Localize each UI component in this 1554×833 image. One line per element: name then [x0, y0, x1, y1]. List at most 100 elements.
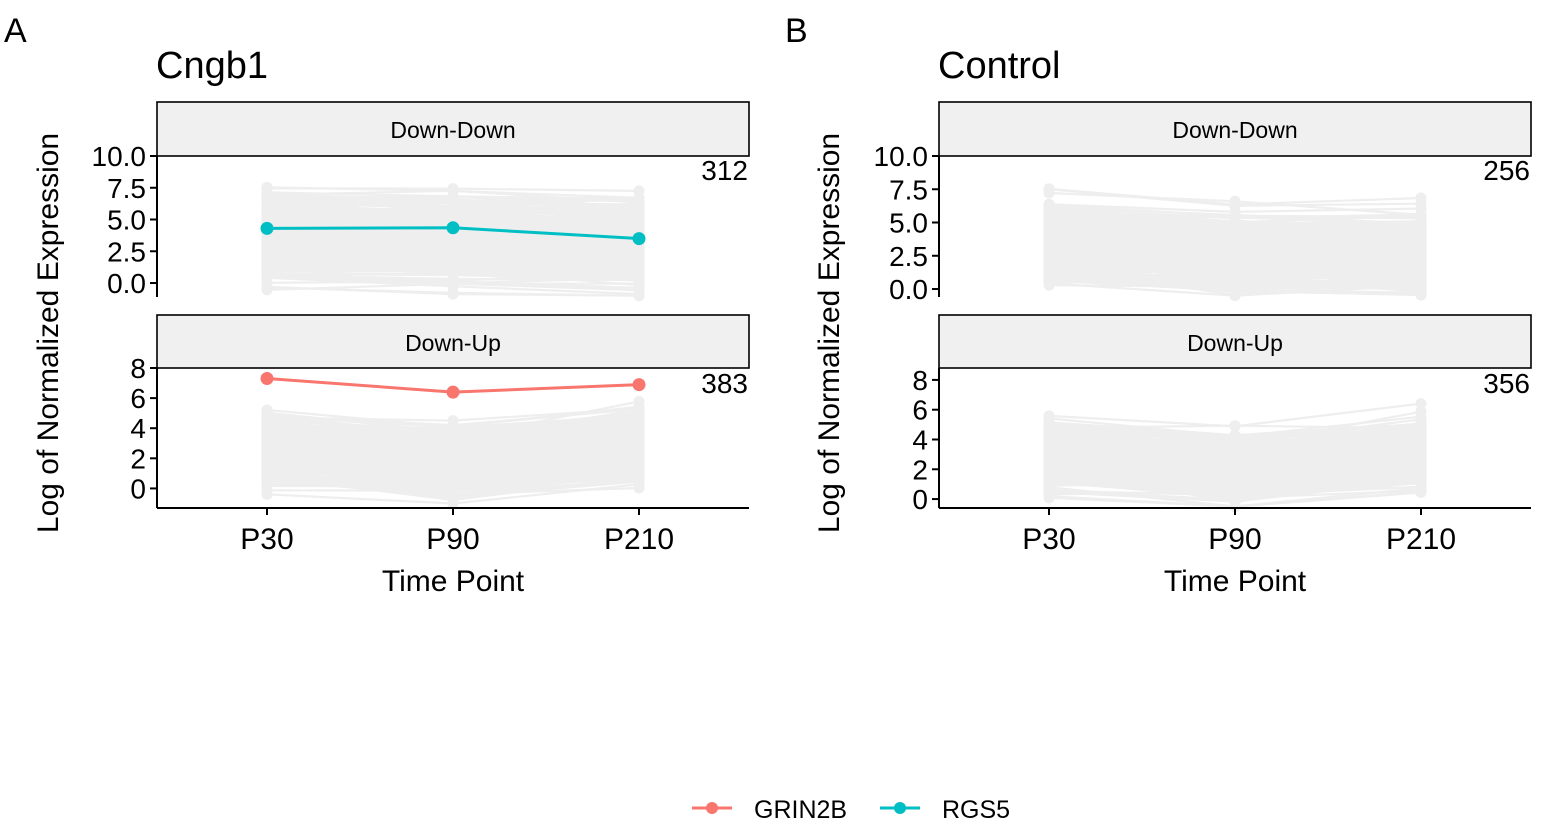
background-gene-point [447, 261, 459, 273]
background-gene-point [633, 438, 645, 450]
background-gene-point [261, 233, 273, 245]
background-gene-point [447, 243, 459, 255]
background-gene-point [633, 256, 645, 267]
background-gene-line [266, 246, 640, 265]
background-gene-point [633, 253, 645, 265]
background-gene-point [633, 208, 645, 220]
background-gene-point [633, 253, 645, 265]
background-gene-point [1043, 249, 1055, 261]
background-gene-point [261, 427, 273, 439]
background-gene-point [633, 262, 645, 274]
series-point-rgs5 [632, 232, 646, 246]
panel-title-b: Control [938, 45, 1061, 87]
background-gene-point [447, 231, 459, 243]
background-gene-point [633, 459, 645, 471]
background-gene-point [633, 222, 645, 234]
background-gene-line [266, 259, 640, 277]
background-gene-point [261, 409, 273, 421]
background-gene-point [633, 444, 645, 456]
background-gene-point [633, 200, 645, 212]
background-gene-point [261, 258, 273, 270]
background-gene-line [266, 259, 640, 276]
background-gene-point [633, 215, 645, 226]
background-gene-line [266, 234, 640, 252]
background-gene-point [447, 207, 459, 219]
background-gene-point [633, 251, 645, 263]
background-gene-point [633, 260, 645, 272]
background-gene-point [633, 438, 645, 450]
background-gene-line [266, 251, 640, 260]
background-gene-point [447, 257, 459, 269]
background-gene-point [447, 446, 459, 458]
background-gene-point [447, 475, 459, 487]
background-gene-point [633, 433, 645, 445]
background-gene-line [266, 243, 640, 261]
background-gene-point [633, 460, 645, 472]
background-gene-point [447, 209, 459, 221]
background-gene-point [633, 242, 645, 254]
y-axis-label-b: Log of Normalized Expression [813, 133, 846, 533]
background-gene-point [633, 206, 645, 218]
background-gene-line [266, 276, 640, 296]
background-gene-point [261, 245, 273, 257]
background-gene-point [633, 430, 645, 442]
background-gene-line [266, 246, 640, 257]
background-gene-point [447, 255, 459, 267]
background-gene-point [1415, 198, 1427, 210]
background-gene-point [633, 427, 645, 439]
background-gene-point [447, 263, 459, 274]
background-gene-point [633, 275, 645, 286]
background-gene-line [266, 434, 640, 457]
background-gene-line [266, 210, 640, 223]
background-gene-point [447, 451, 459, 463]
background-gene-line [266, 242, 640, 260]
background-gene-point [261, 261, 273, 273]
background-gene-point [447, 245, 459, 257]
background-gene-point [447, 261, 459, 273]
background-gene-point [447, 430, 459, 442]
background-gene-point [447, 208, 459, 220]
background-gene-point [633, 461, 645, 473]
background-gene-point [261, 210, 273, 222]
background-gene-point [261, 235, 273, 247]
background-gene-point [447, 197, 459, 209]
background-gene-point [261, 452, 273, 464]
background-gene-point [633, 195, 645, 207]
background-gene-point [261, 463, 273, 475]
background-gene-point [261, 194, 273, 206]
background-gene-point [633, 462, 645, 474]
background-gene-point [633, 203, 645, 215]
background-gene-line [266, 268, 640, 287]
background-gene-point [261, 244, 273, 255]
background-gene-point [633, 215, 645, 227]
background-gene-line [266, 435, 640, 461]
background-gene-point [261, 233, 273, 245]
background-gene-point [261, 271, 273, 283]
background-gene-point [261, 440, 273, 451]
background-gene-point [261, 214, 273, 226]
background-gene-point [633, 242, 645, 254]
background-gene-line [266, 254, 640, 268]
background-gene-point [633, 259, 645, 270]
background-gene-point [633, 216, 645, 228]
background-gene-point [633, 216, 645, 228]
background-gene-point [633, 218, 645, 230]
background-gene-point [447, 287, 459, 299]
background-gene-point [633, 243, 645, 255]
background-gene-point [261, 249, 273, 261]
background-gene-line [266, 253, 640, 269]
background-gene-point [633, 258, 645, 270]
background-gene-line [266, 244, 640, 252]
background-gene-point [261, 480, 273, 492]
background-gene-point [633, 253, 645, 264]
background-gene-point [447, 194, 459, 206]
background-gene-line [266, 265, 640, 273]
background-gene-line [266, 239, 640, 251]
background-gene-point [261, 205, 273, 216]
background-gene-point [447, 208, 459, 220]
background-gene-line [266, 228, 640, 244]
background-gene-point [261, 212, 273, 224]
background-gene-point [633, 445, 645, 457]
strip-a-down-up [156, 314, 750, 369]
background-gene-point [633, 200, 645, 212]
